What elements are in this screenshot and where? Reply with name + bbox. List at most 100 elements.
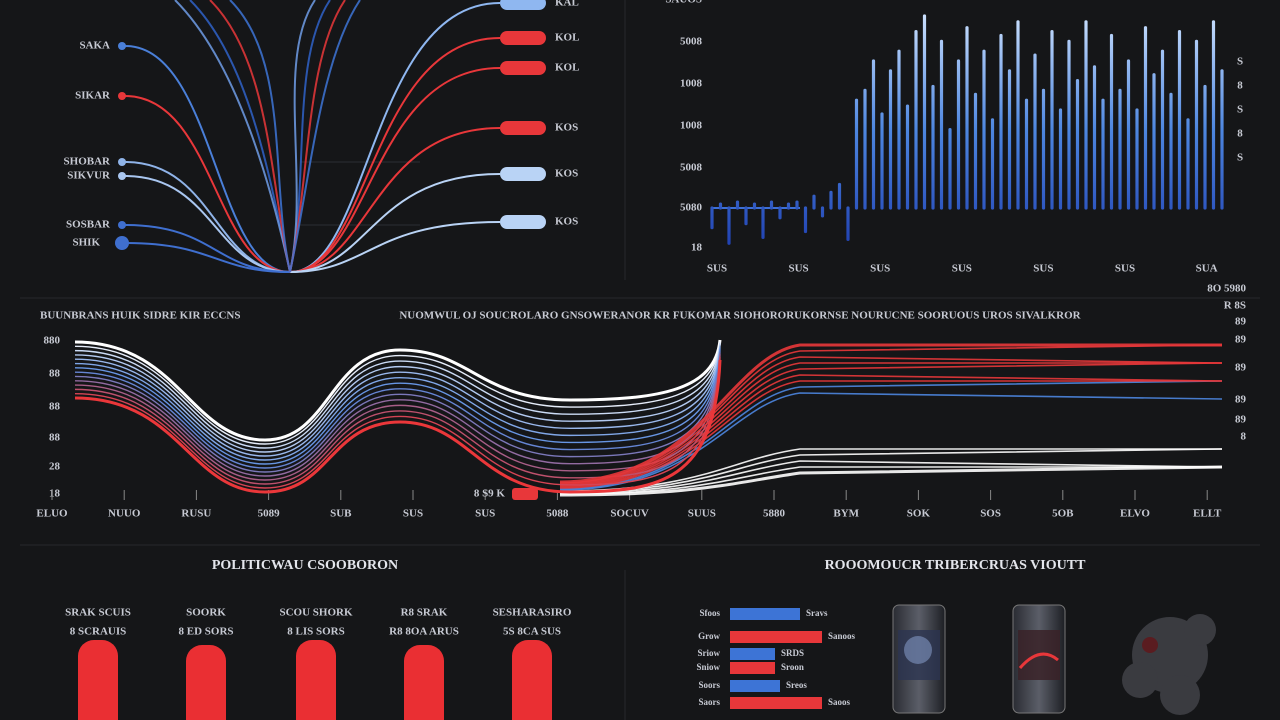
flow-label: KOS	[555, 168, 578, 180]
panel-title: BUUNBRANS HUIK SIDRE KIR ECCNS	[40, 310, 240, 322]
right-label: 89	[1235, 362, 1247, 374]
legend-text: 8 S9 K	[474, 488, 506, 500]
legend-pill	[512, 488, 538, 500]
item-name: SRAK SCUIS	[65, 607, 131, 619]
bar-label: Sniow	[696, 662, 720, 672]
flow-curve	[289, 127, 501, 273]
x-label: RUSU	[181, 508, 211, 520]
x-label: SUS	[403, 508, 423, 520]
flow-label: SHOBAR	[64, 156, 112, 168]
item-detail: 8 LIS SORS	[287, 626, 344, 638]
wave-curve	[74, 353, 721, 477]
right-label: 8O 5980	[1207, 283, 1246, 295]
panel-title: POLITICWAU CSOOBORON	[212, 558, 398, 573]
y-label: SAUOS	[665, 0, 702, 6]
x-label: SUB	[330, 508, 352, 520]
bar-label: Saors	[698, 697, 720, 707]
wave-curve	[74, 356, 721, 485]
flow-dot	[118, 92, 126, 100]
flow-label: SAKA	[79, 40, 110, 52]
right-label: 89	[1235, 394, 1247, 406]
x-label: BYM	[833, 508, 859, 520]
bar-label: Grow	[698, 631, 720, 641]
right-label: 89	[1235, 414, 1247, 426]
flow-curve	[289, 221, 501, 273]
y-label: 88	[49, 432, 61, 444]
wave-curve	[559, 343, 1222, 484]
x-label: SUS	[870, 263, 890, 275]
x-label: 5OB	[1052, 508, 1074, 520]
bar-text: SRDS	[781, 648, 804, 658]
item-pill	[512, 640, 552, 720]
wave-curve	[559, 392, 1223, 491]
x-label: SUA	[1196, 263, 1218, 275]
y-label: 28	[49, 461, 61, 473]
splash	[1122, 614, 1216, 715]
y-label: 88	[49, 401, 61, 413]
flow-pill	[500, 215, 546, 229]
x-label: ELLT	[1193, 508, 1222, 520]
y-label: 5008	[680, 36, 703, 48]
y-label: 1008	[680, 120, 703, 132]
bar-label: Soors	[698, 680, 720, 690]
y-label: 5080	[680, 202, 703, 214]
flow-label: SOSBAR	[66, 219, 111, 231]
y-label: 18	[49, 488, 61, 500]
flow-curve	[289, 173, 501, 273]
right-label: 8	[1237, 128, 1243, 140]
y-label: 1008	[680, 78, 703, 90]
item-name: SCOU SHORK	[279, 607, 352, 619]
bar	[730, 662, 775, 674]
x-label: SUS	[789, 263, 809, 275]
item-name: R8 SRAK	[401, 607, 448, 619]
item-pill	[186, 645, 226, 720]
item-detail: 5S 8CA SUS	[503, 626, 561, 638]
wave-curve	[74, 346, 721, 457]
right-label: 8	[1237, 80, 1243, 92]
flow-curve	[124, 242, 291, 273]
wave-curve	[559, 362, 1223, 487]
bar	[730, 608, 800, 620]
bar-text: Sravs	[806, 608, 828, 618]
right-label: 8	[1241, 431, 1247, 443]
flow-pill	[500, 31, 546, 45]
x-label: ELVO	[1120, 508, 1150, 520]
flow-curve	[124, 175, 291, 273]
flow-curve	[124, 95, 291, 273]
right-label: S	[1237, 152, 1243, 164]
wave-curve	[74, 339, 722, 442]
flow-dot	[118, 158, 126, 166]
item-detail: 8 SCRAUIS	[70, 626, 127, 638]
x-label: 5088	[546, 508, 569, 520]
y-label: 880	[44, 335, 61, 347]
x-label: SUS	[475, 508, 495, 520]
x-label: 5089	[258, 508, 281, 520]
right-label: 89	[1235, 316, 1247, 328]
right-label: S	[1237, 56, 1243, 68]
item-name: SESHARASIRO	[493, 607, 572, 619]
flow-dot	[118, 221, 126, 229]
wave-curve	[74, 352, 721, 473]
flow-curve	[289, 2, 501, 273]
wave-curve	[74, 344, 721, 453]
item-detail: R8 8OA ARUS	[389, 626, 459, 638]
flow-label: KOL	[555, 62, 579, 74]
flow-dot	[118, 172, 126, 180]
bar	[730, 631, 822, 643]
x-label: ELUO	[36, 508, 68, 520]
flow-dot	[118, 42, 126, 50]
x-label: SUS	[1115, 263, 1135, 275]
wave-curve	[74, 358, 721, 489]
bar-text: Sroon	[781, 662, 804, 672]
wave-curve	[74, 349, 721, 465]
panel-title: ROOOMOUCR TRIBERCRUAS VIOUTT	[825, 558, 1087, 573]
x-label: SOS	[980, 508, 1001, 520]
bar-label: Sfoos	[699, 608, 720, 618]
can	[1012, 604, 1066, 714]
flow-curve	[124, 45, 291, 273]
flow-pill	[500, 0, 546, 10]
flow-curve	[289, 37, 501, 273]
item-pill	[296, 640, 336, 720]
y-label: 5008	[680, 162, 703, 174]
